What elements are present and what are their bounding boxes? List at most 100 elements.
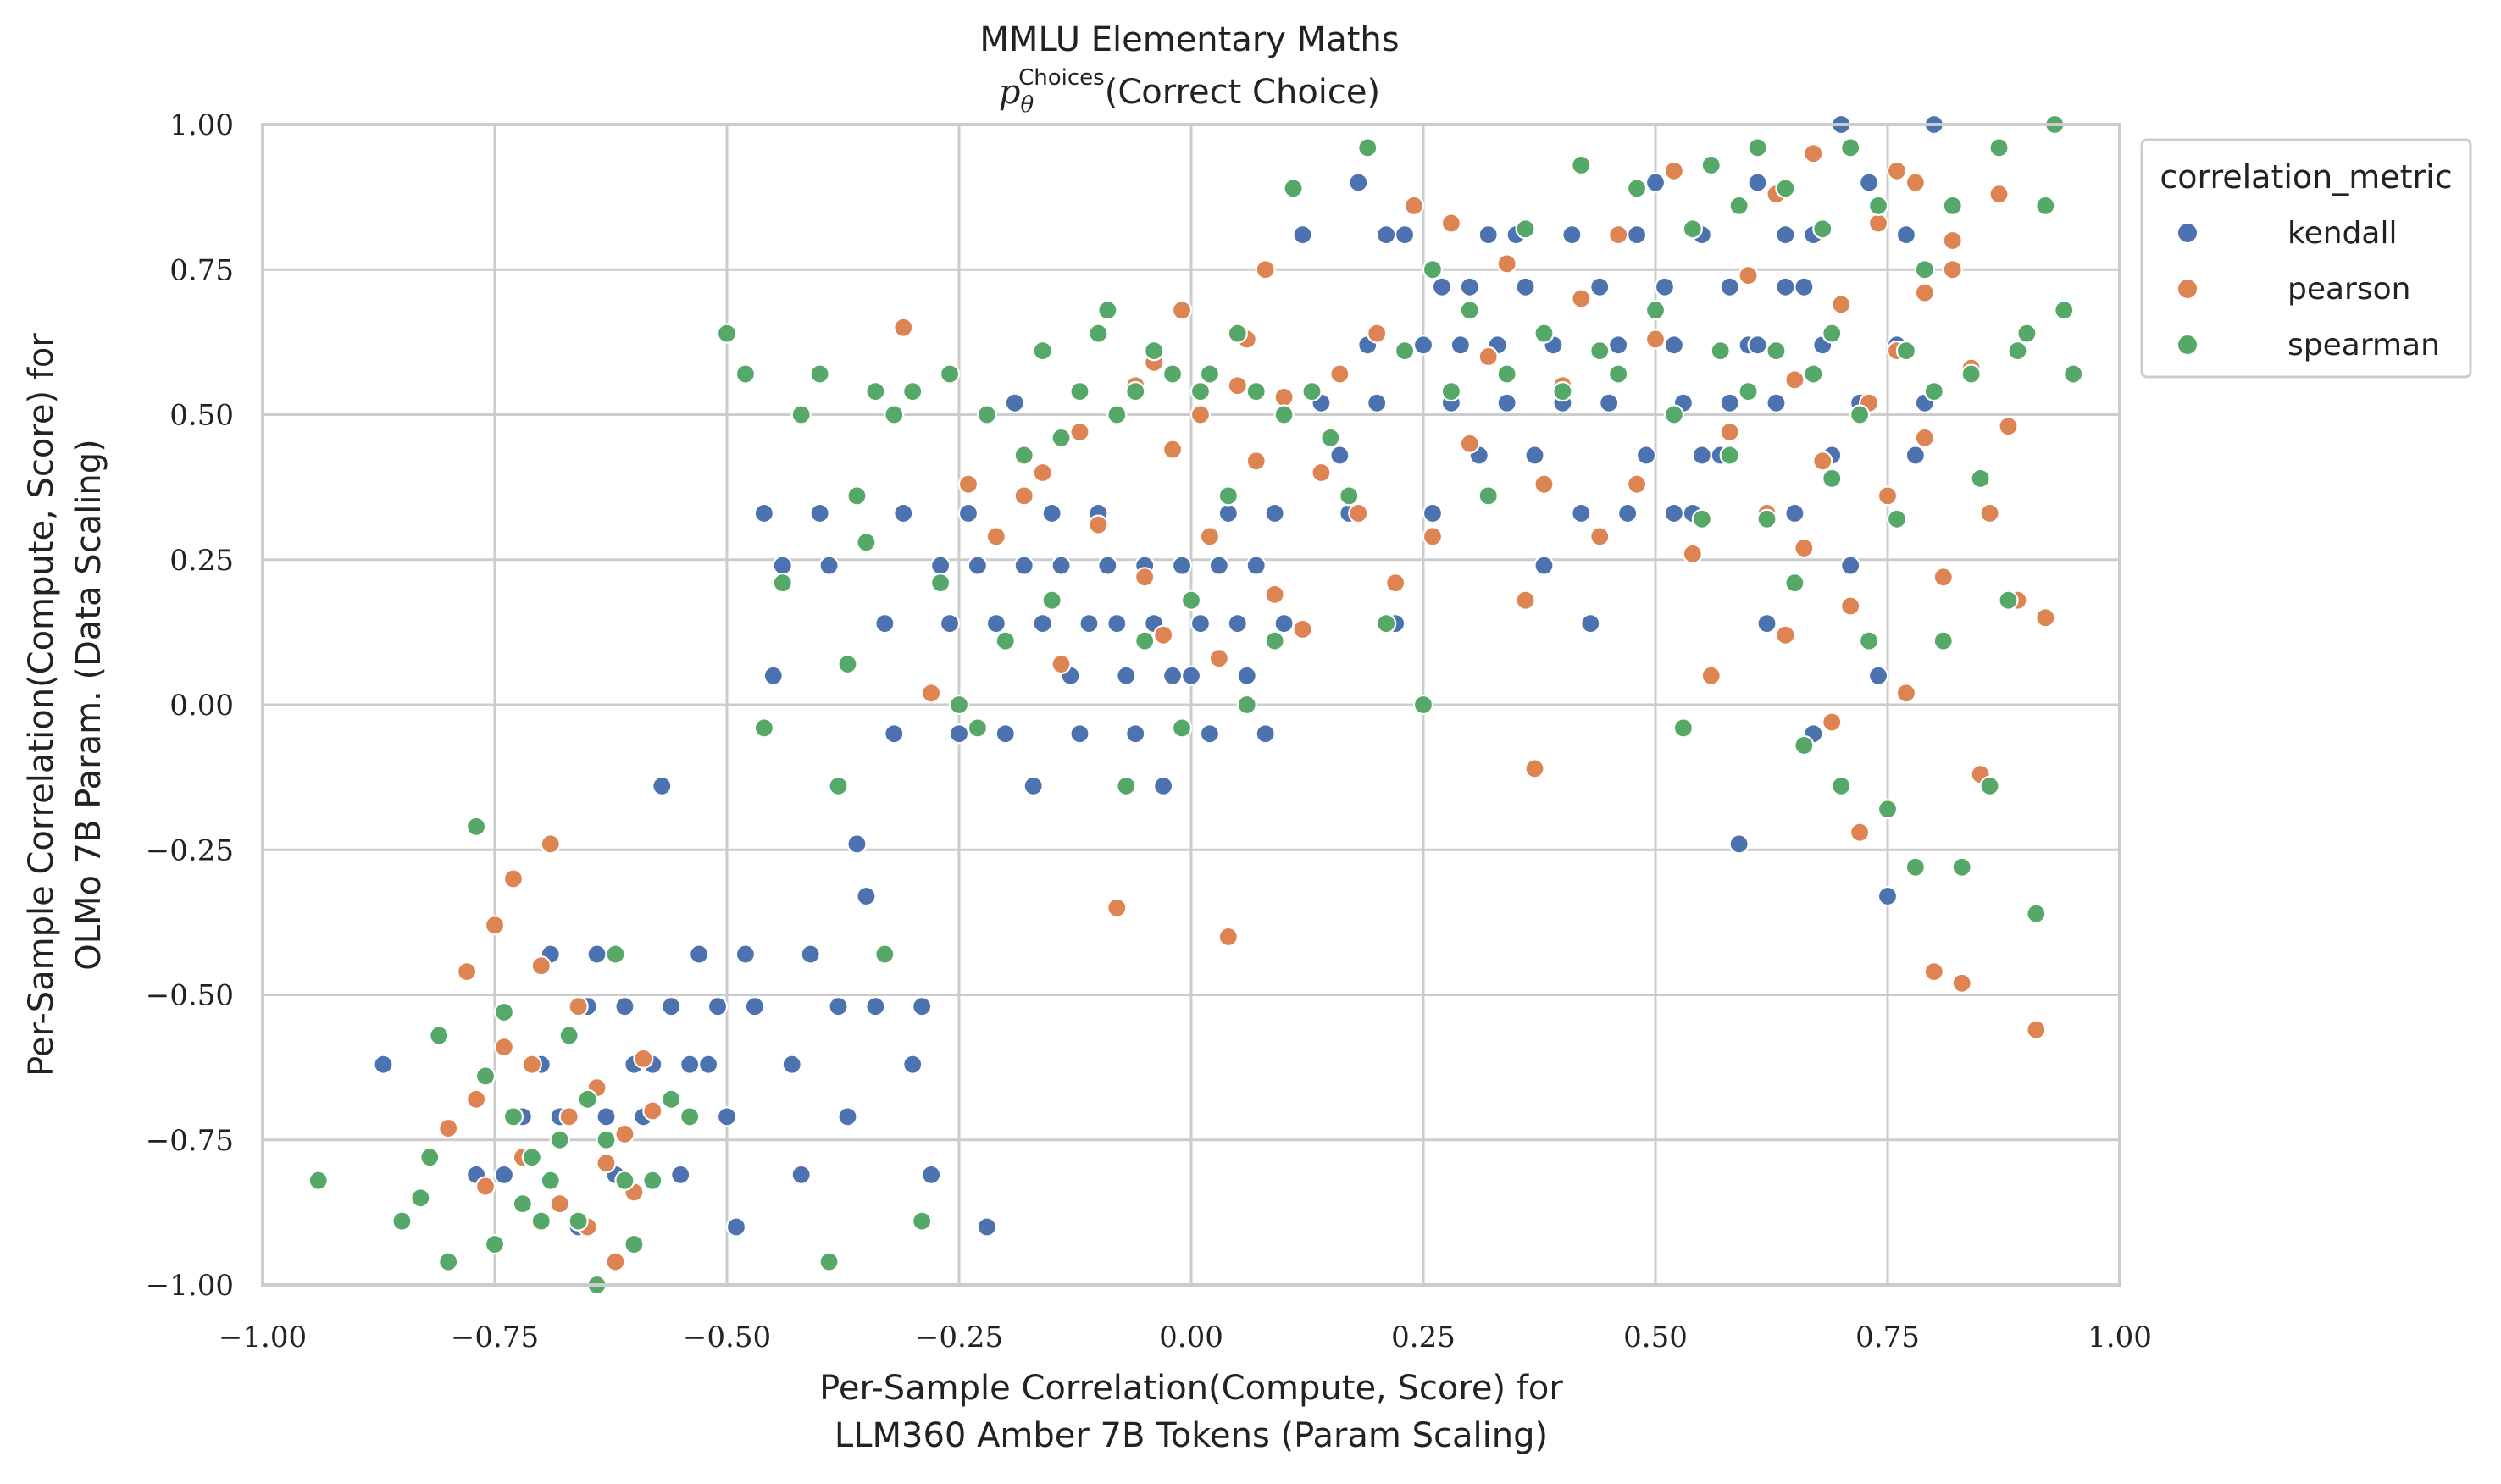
kendall-point bbox=[1097, 555, 1118, 576]
kendall-point bbox=[1079, 612, 1100, 634]
kendall-point bbox=[1626, 224, 1648, 246]
spearman-point bbox=[948, 694, 970, 716]
kendall-point bbox=[1617, 502, 1639, 524]
x-axis-label-line2: LLM360 Amber 7B Tokens (Param Scaling) bbox=[835, 1416, 1548, 1455]
kendall-point bbox=[670, 1164, 691, 1185]
kendall-point bbox=[1171, 555, 1193, 576]
spearman-point bbox=[837, 653, 858, 675]
spearman-point bbox=[502, 1106, 524, 1127]
spearman-point bbox=[2016, 323, 2038, 344]
kendall-point bbox=[1877, 885, 1899, 907]
kendall-point bbox=[1747, 335, 1768, 356]
spearman-point bbox=[614, 1170, 635, 1191]
spearman-point bbox=[874, 944, 896, 965]
kendall-point bbox=[948, 723, 970, 745]
kendall-point bbox=[1227, 612, 1248, 634]
pearson-point bbox=[1914, 427, 1935, 449]
kendall-point bbox=[1116, 665, 1137, 686]
y-tick-label: 0.00 bbox=[169, 689, 234, 723]
pearson-point bbox=[893, 317, 914, 338]
pearson-point bbox=[502, 868, 524, 889]
spearman-point bbox=[1747, 137, 1768, 158]
pearson-point bbox=[530, 955, 552, 977]
pearson-point bbox=[1719, 421, 1740, 443]
pearson-point bbox=[1979, 502, 2000, 524]
pearson-point bbox=[1589, 526, 1611, 547]
legend-label-spearman: spearman bbox=[2288, 328, 2440, 363]
kendall-point bbox=[725, 1216, 747, 1238]
spearman-point bbox=[1013, 445, 1034, 466]
spearman-point bbox=[828, 775, 849, 797]
pearson-point bbox=[1292, 618, 1313, 640]
pearson-point bbox=[1422, 526, 1444, 547]
kendall-point bbox=[939, 612, 961, 634]
spearman-point bbox=[818, 1251, 840, 1272]
pearson-point bbox=[438, 1117, 459, 1139]
pearson-point bbox=[1134, 567, 1156, 588]
kendall-point bbox=[1840, 555, 1861, 576]
pearson-point bbox=[484, 915, 506, 936]
kendall-point bbox=[1635, 445, 1657, 466]
x-tick-label: 1.00 bbox=[2088, 1321, 2152, 1354]
spearman-point bbox=[2035, 195, 2056, 216]
spearman-point bbox=[1180, 590, 1202, 611]
subtitle-prefix: p bbox=[999, 73, 1021, 112]
pearson-point bbox=[1822, 712, 1843, 733]
spearman-point bbox=[1970, 468, 1991, 489]
pearson-point bbox=[1914, 282, 1935, 303]
pearson-point bbox=[1459, 433, 1480, 454]
spearman-point bbox=[1069, 381, 1090, 402]
y-tick-label: −0.25 bbox=[146, 833, 234, 867]
kendall-point bbox=[1004, 392, 1025, 413]
x-tick-label: −0.25 bbox=[915, 1321, 1003, 1354]
spearman-point bbox=[1041, 590, 1062, 611]
kendall-point bbox=[679, 1054, 701, 1075]
spearman-point bbox=[1682, 219, 1703, 240]
pearson-point bbox=[1496, 253, 1517, 274]
kendall-point bbox=[1459, 276, 1480, 297]
plot-frame bbox=[261, 123, 2121, 1287]
kendall-point bbox=[1069, 723, 1090, 745]
pearson-point bbox=[457, 961, 478, 983]
spearman-point bbox=[661, 1088, 682, 1110]
kendall-point bbox=[1125, 723, 1146, 745]
pearson-point bbox=[1013, 485, 1034, 507]
legend-marker-kendall bbox=[2177, 222, 2199, 244]
y-tick-label: −1.00 bbox=[146, 1269, 234, 1303]
pearson-point bbox=[614, 1123, 635, 1145]
kendall-point bbox=[1895, 224, 1917, 246]
kendall-point bbox=[1515, 276, 1536, 297]
spearman-point bbox=[1766, 341, 1787, 362]
x-tick-label: −1.00 bbox=[219, 1321, 307, 1354]
spearman-point bbox=[1644, 300, 1666, 321]
x-tick-labels: −1.00 −0.75 −0.50 −0.25 0.00 0.25 0.50 0.75 1.00 bbox=[219, 1321, 2152, 1354]
spearman-point bbox=[558, 1025, 580, 1046]
pearson-point bbox=[1877, 485, 1899, 507]
subtitle-rest: (Correct Choice) bbox=[1105, 73, 1380, 112]
spearman-point bbox=[1849, 404, 1871, 425]
kendall-point bbox=[772, 555, 793, 576]
kendall-point bbox=[957, 502, 979, 524]
spearman-point bbox=[1097, 300, 1118, 321]
pearson-point bbox=[1895, 683, 1917, 704]
kendall-point bbox=[697, 1054, 719, 1075]
spearman-point bbox=[1217, 485, 1239, 507]
kendall-point bbox=[929, 555, 951, 576]
spearman-point bbox=[1459, 300, 1480, 321]
kendall-point bbox=[1691, 445, 1712, 466]
kendall-point bbox=[818, 555, 840, 576]
pearson-point bbox=[1663, 160, 1685, 181]
pearson-point bbox=[1199, 526, 1221, 547]
spearman-point bbox=[1942, 195, 1963, 216]
spearman-point bbox=[1877, 799, 1899, 820]
pearson-point bbox=[521, 1054, 542, 1075]
y-axis-label-line2: OLMo 7B Param. (Data Scaling) bbox=[69, 439, 108, 971]
pearson-point bbox=[1682, 543, 1703, 565]
chart-subtitle: pθChoices(Correct Choice) bbox=[999, 65, 1380, 118]
kendall-point bbox=[1422, 502, 1444, 524]
spearman-point bbox=[1756, 508, 1777, 529]
x-tick-label: 0.75 bbox=[1855, 1321, 1920, 1354]
kendall-point bbox=[837, 1106, 858, 1127]
pearson-point bbox=[1367, 323, 1388, 344]
y-tick-label: 0.50 bbox=[169, 399, 234, 433]
